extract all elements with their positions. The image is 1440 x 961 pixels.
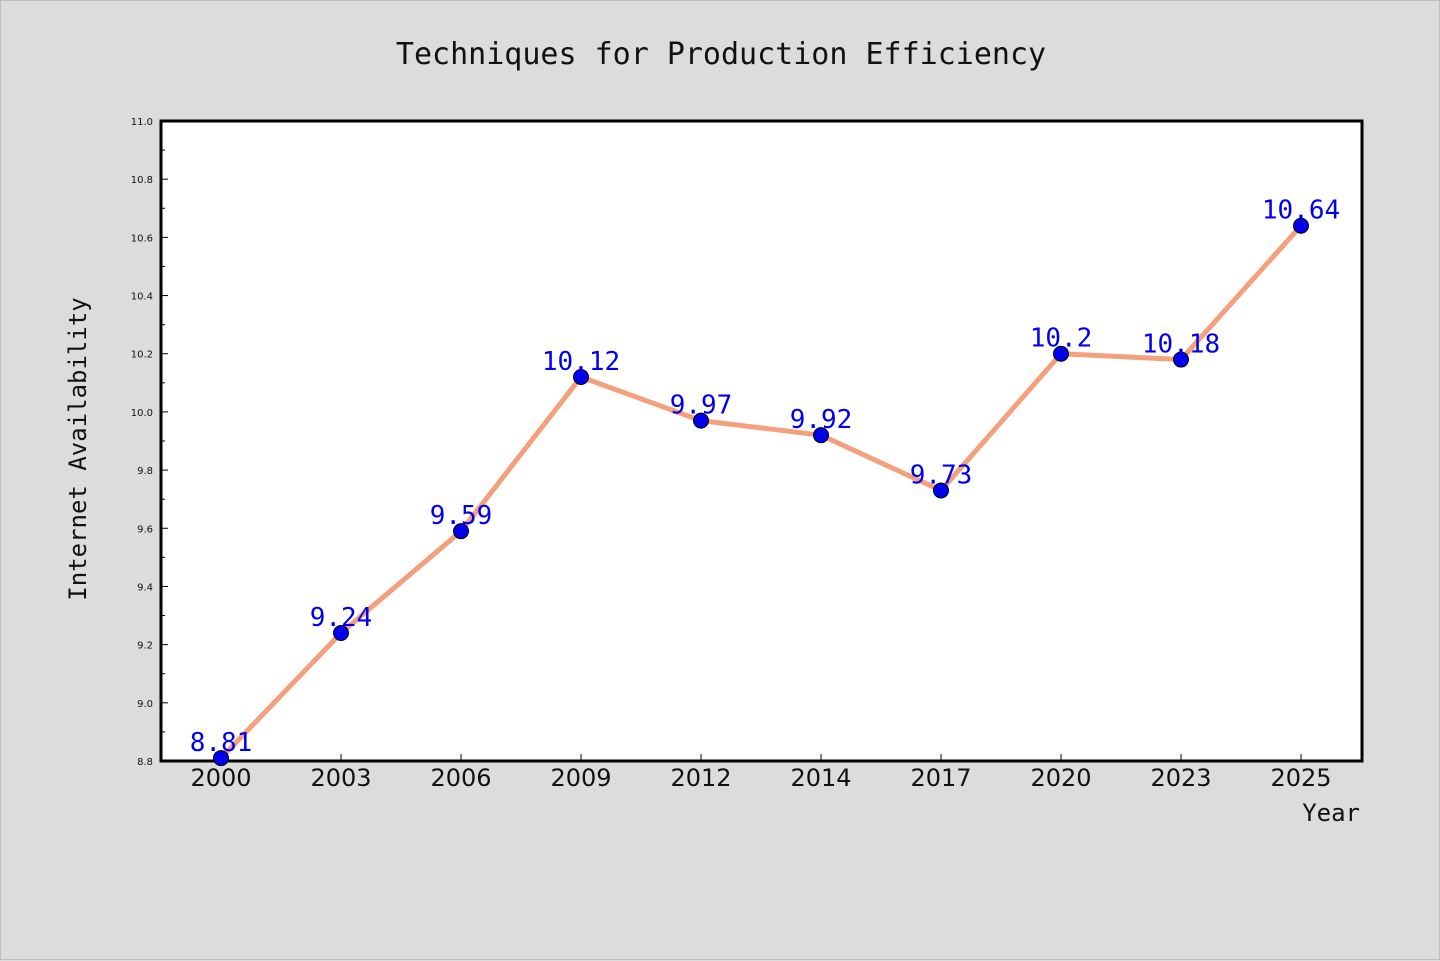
x-axis: 2000 2003 2006 2009 2012 2014 2017 2020 2023 2025: [190, 754, 1332, 792]
x-tick-label: 2012: [670, 764, 731, 792]
data-label: 9.24: [310, 603, 373, 633]
y-axis-title: Internet Availability: [64, 297, 92, 600]
data-label: 9.73: [910, 460, 973, 490]
y-tick-label: 10.2: [131, 350, 153, 361]
data-point: [813, 427, 829, 444]
series-layer: [213, 217, 1309, 767]
y-tick-label: 10.8: [131, 175, 153, 186]
data-label: 8.81: [190, 728, 253, 758]
data-label: 10.12: [542, 347, 620, 377]
data-point: [933, 482, 949, 499]
x-tick-label: 2014: [790, 764, 851, 792]
series-line: [218, 223, 1304, 761]
data-point: [213, 750, 229, 767]
data-point: [453, 523, 469, 540]
x-tick-label: 2009: [550, 764, 611, 792]
x-tick-label: 2000: [190, 764, 251, 792]
data-label: 9.92: [790, 405, 853, 435]
x-axis-title: Year: [1302, 799, 1360, 827]
y-tick-label: 10.4: [131, 292, 153, 303]
data-label: 9.97: [670, 391, 733, 421]
data-point: [333, 625, 349, 641]
x-tick-label: 2025: [1270, 764, 1331, 792]
data-point: [573, 369, 589, 385]
x-tick-label: 2006: [430, 764, 491, 792]
data-labels-layer: 8.81 9.24 9.59 10.12 9.97 9.92 9.73 10.2 10.18 10…: [190, 196, 1340, 758]
x-tick-label: 2003: [310, 764, 371, 792]
data-label: 10.18: [1142, 330, 1220, 360]
x-tick-label: 2023: [1150, 764, 1211, 792]
data-point: [1173, 351, 1189, 368]
y-tick-label: 9.0: [137, 699, 153, 710]
data-label: 10.64: [1262, 196, 1340, 226]
y-tick-label: 8.8: [137, 757, 153, 768]
y-tick-label: 10.6: [131, 233, 153, 244]
y-tick-label: 10.0: [131, 408, 153, 419]
chart-title: Techniques for Production Efficiency: [396, 37, 1046, 72]
y-tick-label: 9.2: [137, 641, 153, 652]
data-point: [693, 412, 709, 429]
x-tick-label: 2017: [910, 764, 971, 792]
y-axis: 8.8 9.0 9.2 9.4 9.6 9.8 10.0 10.2 10.4 10.6 10.8 11…: [131, 117, 168, 768]
y-tick-label: 9.8: [137, 466, 153, 477]
x-tick-label: 2020: [1030, 764, 1091, 792]
data-label: 9.59: [430, 501, 493, 531]
y-tick-label: 9.4: [137, 582, 153, 593]
data-point: [1293, 217, 1309, 234]
y-tick-label: 9.6: [137, 524, 153, 535]
y-tick-label: 11.0: [131, 117, 153, 128]
data-label: 10.2: [1030, 324, 1093, 354]
data-point: [1053, 345, 1069, 362]
plot-area: [159, 119, 1364, 763]
